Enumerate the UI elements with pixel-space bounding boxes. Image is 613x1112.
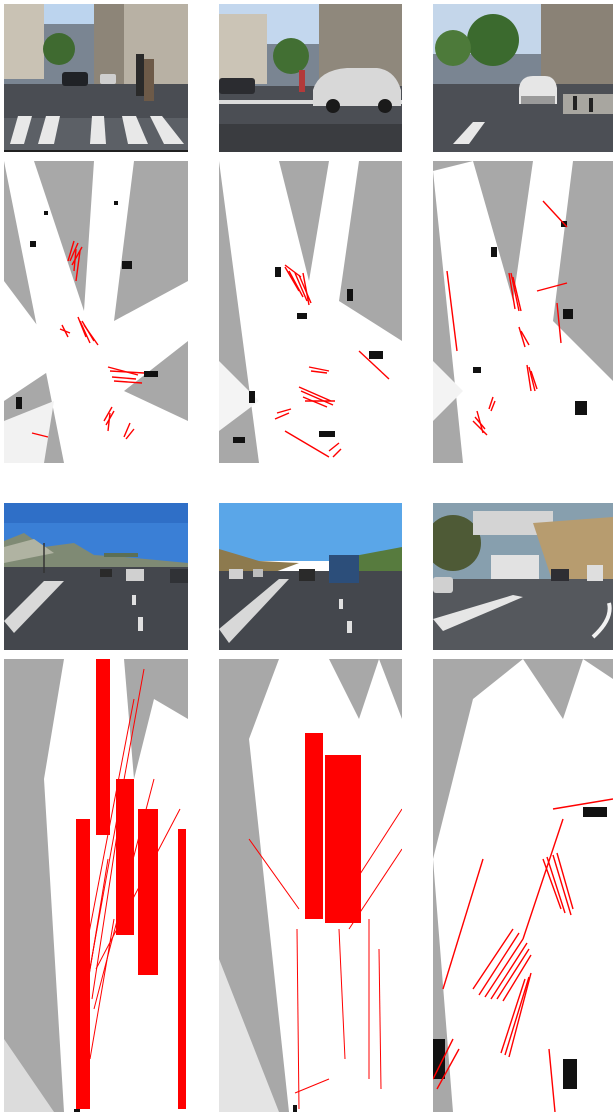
occupancy-grid-svg xyxy=(433,161,613,463)
camera-image-urban-crosswalk xyxy=(4,4,188,152)
camera-image-urban-following xyxy=(433,4,613,152)
occupancy-grid-map-4 xyxy=(4,659,188,1112)
camera-image-svg xyxy=(4,503,188,650)
occupancy-grid-svg xyxy=(433,659,613,1112)
occupancy-grid-svg xyxy=(219,161,402,463)
camera-image-highway-truck xyxy=(219,503,402,650)
occupancy-grid-map-3 xyxy=(433,161,613,463)
occupancy-grid-svg xyxy=(4,659,188,1112)
camera-image-svg xyxy=(219,4,402,152)
occupancy-grid-map-1 xyxy=(4,161,188,463)
camera-image-svg xyxy=(433,503,613,650)
occupancy-grid-svg xyxy=(219,659,402,1112)
camera-image-svg xyxy=(433,4,613,152)
camera-image-urban-car xyxy=(219,4,402,152)
occupancy-grid-map-5 xyxy=(219,659,402,1112)
occupancy-grid-map-6 xyxy=(433,659,613,1112)
camera-image-svg xyxy=(219,503,402,650)
camera-image-svg xyxy=(4,4,188,152)
occupancy-grid-map-2 xyxy=(219,161,402,463)
camera-image-highway-mountains xyxy=(4,503,188,650)
occupancy-grid-svg xyxy=(4,161,188,463)
camera-image-suburban-truck xyxy=(433,503,613,650)
